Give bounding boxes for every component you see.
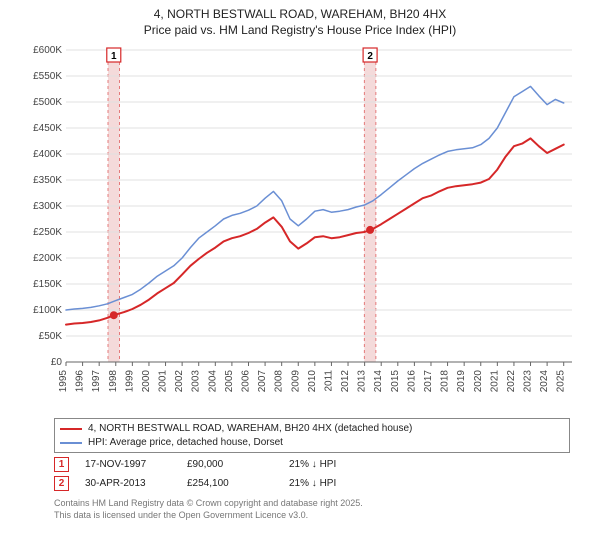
- sale-date: 30-APR-2013: [85, 478, 171, 489]
- svg-text:2009: 2009: [290, 370, 301, 393]
- svg-text:2006: 2006: [240, 370, 251, 393]
- legend: 4, NORTH BESTWALL ROAD, WAREHAM, BH20 4H…: [54, 418, 570, 453]
- footnote: Contains HM Land Registry data © Crown c…: [54, 497, 570, 521]
- svg-text:£350K: £350K: [33, 175, 62, 186]
- price-chart: £0 £50K £100K £150K £200K £250K £300K £350K £400…: [20, 40, 580, 410]
- sale-vs-hpi: 21% ↓ HPI: [289, 478, 375, 489]
- sale-marker-icon: 1: [54, 457, 69, 472]
- svg-text:2020: 2020: [473, 370, 484, 393]
- svg-text:2021: 2021: [489, 370, 500, 393]
- svg-text:2011: 2011: [323, 370, 334, 392]
- svg-text:2001: 2001: [158, 370, 169, 393]
- svg-text:1996: 1996: [75, 370, 86, 393]
- svg-text:2022: 2022: [506, 370, 517, 393]
- svg-text:2015: 2015: [390, 370, 401, 393]
- sale-marker-icon: 2: [54, 476, 69, 491]
- svg-text:2004: 2004: [207, 370, 218, 393]
- svg-text:2016: 2016: [406, 370, 417, 393]
- svg-text:2005: 2005: [224, 370, 235, 393]
- svg-text:£300K: £300K: [33, 201, 62, 212]
- svg-text:2: 2: [367, 51, 373, 62]
- legend-label: HPI: Average price, detached house, Dors…: [88, 436, 283, 450]
- sales-table: 1 17-NOV-1997 £90,000 21% ↓ HPI 2 30-APR…: [54, 457, 570, 491]
- svg-text:2003: 2003: [191, 370, 202, 393]
- legend-swatch: [60, 442, 82, 444]
- sale-date: 17-NOV-1997: [85, 459, 171, 470]
- legend-label: 4, NORTH BESTWALL ROAD, WAREHAM, BH20 4H…: [88, 422, 412, 436]
- svg-text:2002: 2002: [174, 370, 185, 393]
- legend-swatch: [60, 428, 82, 430]
- svg-text:2007: 2007: [257, 370, 268, 393]
- svg-text:£100K: £100K: [33, 305, 62, 316]
- svg-text:£400K: £400K: [33, 149, 62, 160]
- svg-text:£500K: £500K: [33, 97, 62, 108]
- footnote-line: Contains HM Land Registry data © Crown c…: [54, 497, 570, 509]
- svg-text:2019: 2019: [456, 370, 467, 393]
- svg-text:2024: 2024: [539, 370, 550, 393]
- svg-text:1995: 1995: [58, 370, 69, 393]
- svg-text:2013: 2013: [357, 370, 368, 393]
- title-line-2: Price paid vs. HM Land Registry's House …: [10, 22, 590, 38]
- chart-title: 4, NORTH BESTWALL ROAD, WAREHAM, BH20 4H…: [0, 0, 600, 40]
- svg-text:£200K: £200K: [33, 253, 62, 264]
- svg-text:£450K: £450K: [33, 123, 62, 134]
- svg-text:2025: 2025: [556, 370, 567, 393]
- footnote-line: This data is licensed under the Open Gov…: [54, 509, 570, 521]
- svg-text:2018: 2018: [440, 370, 451, 393]
- svg-text:£250K: £250K: [33, 227, 62, 238]
- svg-text:1999: 1999: [124, 370, 135, 393]
- svg-text:1: 1: [111, 51, 117, 62]
- legend-item: 4, NORTH BESTWALL ROAD, WAREHAM, BH20 4H…: [60, 422, 564, 436]
- svg-text:£50K: £50K: [39, 331, 63, 342]
- svg-text:2017: 2017: [423, 370, 434, 393]
- table-row: 1 17-NOV-1997 £90,000 21% ↓ HPI: [54, 457, 570, 472]
- svg-text:2012: 2012: [340, 370, 351, 393]
- svg-text:2023: 2023: [523, 370, 534, 393]
- svg-text:£600K: £600K: [33, 45, 62, 56]
- svg-text:2010: 2010: [307, 370, 318, 393]
- sale-price: £254,100: [187, 478, 273, 489]
- legend-item: HPI: Average price, detached house, Dors…: [60, 436, 564, 450]
- table-row: 2 30-APR-2013 £254,100 21% ↓ HPI: [54, 476, 570, 491]
- svg-text:£550K: £550K: [33, 71, 62, 82]
- svg-text:2000: 2000: [141, 370, 152, 393]
- title-line-1: 4, NORTH BESTWALL ROAD, WAREHAM, BH20 4H…: [10, 6, 590, 22]
- svg-text:1997: 1997: [91, 370, 102, 393]
- svg-text:£150K: £150K: [33, 279, 62, 290]
- svg-text:2008: 2008: [274, 370, 285, 393]
- sale-price: £90,000: [187, 459, 273, 470]
- sale-vs-hpi: 21% ↓ HPI: [289, 459, 375, 470]
- svg-text:2014: 2014: [373, 370, 384, 393]
- svg-text:1998: 1998: [108, 370, 119, 393]
- svg-text:£0: £0: [51, 357, 63, 368]
